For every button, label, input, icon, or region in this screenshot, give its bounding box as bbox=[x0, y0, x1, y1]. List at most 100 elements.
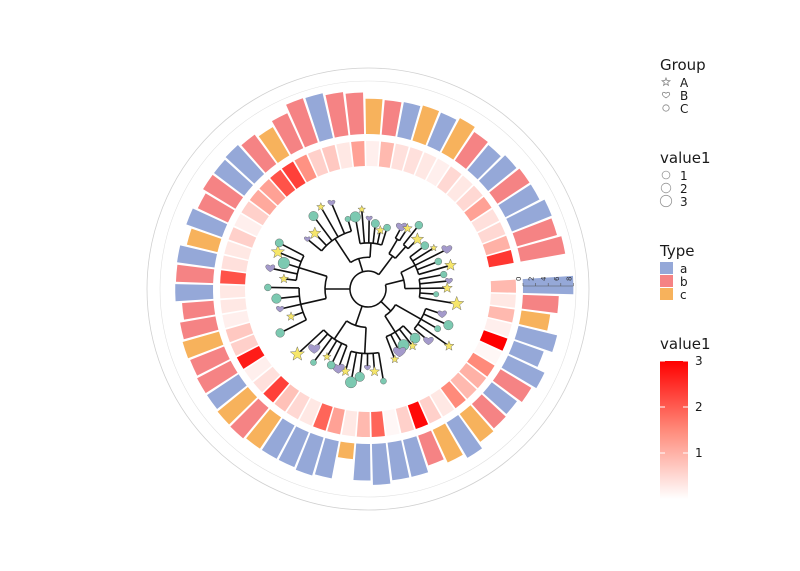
tip-marker-heart bbox=[304, 236, 311, 242]
bar-c bbox=[459, 405, 494, 442]
tip-marker-circle bbox=[409, 332, 421, 344]
tree-branch bbox=[357, 258, 364, 273]
colorbar-tick-label: 3 bbox=[695, 354, 703, 368]
tree-branch bbox=[350, 350, 379, 355]
tree-branch bbox=[286, 278, 297, 282]
tree-branch bbox=[395, 304, 422, 320]
tip-marker-star bbox=[322, 351, 332, 361]
legend-title: Type bbox=[659, 242, 694, 260]
heatmap-cell bbox=[336, 142, 353, 169]
legend-title: Group bbox=[660, 56, 706, 74]
heatmap-cell bbox=[241, 201, 269, 226]
legend-key-size bbox=[660, 182, 672, 194]
tree-branch bbox=[419, 274, 442, 280]
heatmap-cell bbox=[299, 398, 321, 426]
bar-a bbox=[305, 93, 333, 142]
tree-branch bbox=[388, 238, 399, 255]
tip-marker-star bbox=[289, 346, 305, 361]
bar-c bbox=[518, 310, 551, 331]
bar-b bbox=[471, 394, 506, 429]
tree-branch bbox=[313, 337, 333, 362]
heatmap-cell bbox=[225, 322, 254, 343]
tree-branch bbox=[402, 325, 414, 337]
heatmap-cell bbox=[487, 306, 515, 323]
heatmap-cell bbox=[440, 381, 466, 409]
tree-branch bbox=[419, 296, 454, 305]
tip-marker-heart bbox=[445, 278, 453, 284]
tip-marker-circle bbox=[354, 371, 365, 382]
tip-marker-heart bbox=[393, 347, 406, 358]
bar-a bbox=[508, 340, 544, 367]
tip-marker-heart bbox=[423, 336, 434, 346]
colorbar-tick-label: 2 bbox=[695, 400, 703, 414]
heatmap-cell bbox=[403, 147, 423, 175]
tree-branch bbox=[308, 239, 323, 252]
bar-b bbox=[190, 346, 230, 376]
tip-marker-star bbox=[278, 273, 290, 284]
heatmap-cell bbox=[419, 395, 442, 424]
heatmap-cell bbox=[467, 352, 495, 377]
bar-b bbox=[197, 360, 238, 394]
bar-a bbox=[397, 102, 421, 140]
heatmap-cell bbox=[327, 407, 345, 435]
heatmap-cell bbox=[426, 158, 450, 187]
inner-guide-circle bbox=[159, 80, 577, 498]
tree-branch bbox=[395, 237, 400, 242]
bar-b bbox=[286, 98, 318, 148]
legend-key-heart bbox=[661, 91, 671, 99]
tip-marker-circle bbox=[383, 223, 391, 232]
bar-axis-tick-label: 2 bbox=[528, 277, 536, 281]
tip-marker-circle bbox=[275, 328, 285, 338]
bar-b bbox=[489, 168, 530, 204]
bar-a bbox=[214, 159, 253, 196]
tip-marker-circle bbox=[274, 238, 284, 248]
heatmap-cell bbox=[436, 166, 462, 194]
bar-c bbox=[217, 386, 258, 425]
heatmap-cell bbox=[263, 375, 290, 403]
tip-marker-star bbox=[410, 232, 425, 246]
heatmap-cell bbox=[234, 213, 263, 237]
bar-axis-tick-label: 8 bbox=[565, 277, 573, 281]
outer-rings bbox=[146, 67, 590, 511]
heatmap-cell bbox=[236, 345, 265, 369]
tree-branch bbox=[377, 352, 384, 380]
heatmap-cell bbox=[459, 363, 487, 389]
tree-tip-markers bbox=[264, 200, 465, 389]
tree-branch bbox=[419, 292, 435, 295]
tree-branch bbox=[418, 279, 421, 298]
bar-b bbox=[492, 369, 532, 403]
heatmap-cell bbox=[446, 175, 473, 203]
phylogenetic-tree bbox=[269, 204, 454, 380]
legend-key-size bbox=[661, 170, 671, 180]
bar-a bbox=[371, 442, 391, 485]
legend-label: B bbox=[680, 89, 688, 103]
bar-a bbox=[278, 426, 309, 468]
tree-branch bbox=[324, 276, 328, 299]
bar-a bbox=[387, 440, 410, 481]
legend-title: value1 bbox=[660, 149, 711, 167]
tree-branch bbox=[376, 232, 381, 245]
tip-marker-star bbox=[441, 282, 453, 293]
bar-b bbox=[517, 236, 566, 262]
bar-a bbox=[506, 199, 552, 232]
heatmap-cell bbox=[224, 241, 252, 260]
heatmap-cell bbox=[244, 356, 272, 382]
tip-marker-star bbox=[369, 365, 381, 377]
heatmap-cell bbox=[351, 141, 365, 167]
tree-branch bbox=[417, 323, 448, 346]
legend-key-fill bbox=[660, 275, 673, 287]
tip-marker-circle bbox=[277, 257, 290, 269]
heatmap-cell bbox=[274, 384, 300, 412]
tip-marker-heart bbox=[308, 344, 321, 354]
heatmap-cell bbox=[430, 389, 455, 417]
tree-branch bbox=[369, 242, 372, 258]
tip-marker-circle bbox=[344, 216, 351, 223]
bar-a bbox=[467, 144, 501, 180]
heatmap-cell bbox=[482, 235, 511, 256]
bar-a bbox=[314, 438, 339, 479]
tree-branch bbox=[298, 266, 328, 278]
heatmap-cell bbox=[270, 169, 296, 197]
tree-branch bbox=[384, 315, 396, 333]
